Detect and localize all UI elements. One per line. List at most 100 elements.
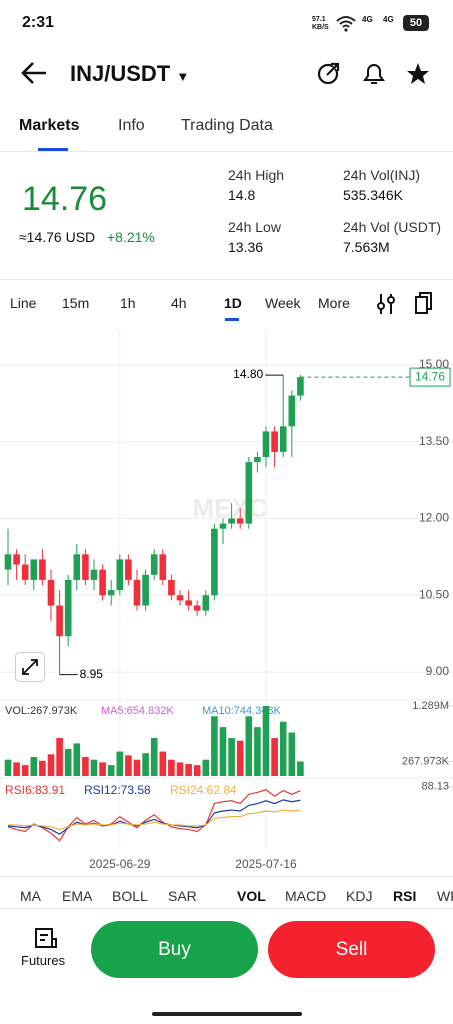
interval[interactable]: Line (10, 295, 37, 311)
network: 4G (383, 15, 394, 24)
divider (0, 151, 453, 152)
indicator-tab[interactable]: MA (20, 888, 41, 904)
interval[interactable]: Week (265, 295, 301, 311)
divider (0, 908, 453, 909)
candle-body (271, 431, 278, 452)
rsi-tick-label: 88.13 (421, 781, 449, 793)
volume-bar (262, 706, 270, 776)
rsi-line (7, 799, 301, 835)
candle-body (279, 426, 287, 452)
net-speed: 57.1 KB/S (312, 16, 329, 31)
stat-value: 7.563M (343, 239, 390, 255)
usd-price: ≈14.76 USD (19, 229, 96, 245)
volume-bar (271, 737, 278, 776)
interval[interactable]: 1D (224, 295, 242, 311)
volume-bar (193, 765, 201, 776)
volume-bar (176, 762, 184, 776)
futures-label[interactable]: Futures (21, 953, 66, 968)
stat-value: 14.8 (228, 187, 256, 203)
indicator-tab[interactable]: VOL (237, 888, 266, 904)
last-price-box (409, 367, 451, 387)
candle-body (193, 605, 201, 611)
watermark: MEXC (192, 493, 267, 523)
indicator-tab[interactable]: MACD (285, 888, 327, 904)
layout-button[interactable] (415, 292, 432, 314)
volume-bar (159, 751, 167, 776)
favorite-button[interactable] (407, 63, 429, 84)
interval[interactable]: 1h (120, 295, 136, 311)
futures-icon[interactable] (33, 926, 59, 950)
rsi-legend: RSI12:73.58 (84, 783, 151, 797)
tab-indicator (38, 148, 68, 151)
interval[interactable]: 15m (62, 295, 90, 311)
candle-body (236, 518, 244, 524)
volume-bar (254, 727, 261, 776)
volume-bar (297, 761, 304, 776)
stat-label: 24h High (228, 167, 285, 183)
expand-button[interactable] (15, 652, 45, 682)
indicator-tab[interactable]: WR (437, 888, 453, 904)
alert-button[interactable] (363, 64, 385, 84)
pair: INJ/USDT (70, 61, 171, 86)
price-change: +8.21% (107, 229, 155, 245)
rsi-line (7, 788, 301, 842)
last-price-label: 14.76 (415, 369, 445, 383)
y-tick-label: 15.00 (419, 357, 449, 371)
rsi-line (8, 809, 301, 831)
indicator-tab[interactable]: EMA (62, 888, 93, 904)
candle-body (133, 579, 141, 606)
candle-body (288, 395, 296, 427)
stat-label: 24h Vol (USDT) (343, 219, 442, 235)
volume-bar (116, 751, 124, 776)
interval[interactable]: 4h (171, 295, 187, 311)
candle-body (73, 554, 81, 580)
rsi-legend: RSI6:83.91 (5, 783, 65, 797)
candle-body (168, 579, 175, 596)
network: 4G (362, 15, 373, 24)
volume-bar (56, 737, 63, 776)
indicator-tab[interactable]: KDJ (346, 888, 373, 904)
candle-body (82, 554, 89, 580)
interval-indicator (225, 318, 239, 321)
volume-bar (125, 755, 132, 776)
volume-bar (73, 743, 81, 776)
interval[interactable]: More (318, 295, 350, 311)
indicator-tab[interactable]: BOLL (112, 888, 148, 904)
volume-tick-label: 267.973K (402, 755, 450, 767)
stat-label: 24h Low (228, 219, 281, 235)
buy-button[interactable]: Buy (91, 921, 258, 978)
tab[interactable]: Markets (19, 117, 80, 134)
sell-button[interactable]: Sell (268, 921, 435, 978)
candle-body (297, 377, 304, 396)
volume-bar (142, 753, 149, 776)
stat-value: 535.346K (343, 187, 403, 203)
y-tick-label: 10.50 (419, 587, 449, 601)
candle-body (64, 579, 72, 637)
volume-bar (279, 721, 287, 776)
volume-bar (47, 754, 55, 776)
volume-bar (90, 759, 98, 776)
pair-title[interactable]: INJ/USDT ▼ (70, 61, 190, 86)
settings-button[interactable] (377, 294, 395, 314)
tab[interactable]: Trading Data (181, 117, 273, 134)
candle-body (176, 595, 184, 601)
volume-bar (168, 759, 175, 776)
candle-body (30, 559, 38, 580)
tab[interactable]: Info (118, 117, 145, 134)
volume-bar (64, 748, 72, 776)
share-button[interactable] (317, 62, 340, 85)
header-icons (317, 62, 429, 85)
chart: MEXC 2025-06-29 2025-07-16 15.00 13.50 12.00 1… (0, 330, 453, 871)
candle-body (4, 554, 12, 570)
back-button[interactable] (20, 60, 50, 86)
stat-label: 24h Vol(INJ) (343, 167, 421, 183)
volume-bar (107, 765, 115, 776)
indicator-tab[interactable]: RSI (393, 888, 417, 904)
time: 2:31 (22, 14, 55, 31)
volume-bar (30, 756, 38, 776)
candle-body (202, 595, 210, 611)
indicator-tab[interactable]: SAR (168, 888, 197, 904)
candle-body (185, 600, 192, 606)
candle-body (142, 574, 149, 606)
y-tick-label: 12.00 (419, 511, 449, 525)
